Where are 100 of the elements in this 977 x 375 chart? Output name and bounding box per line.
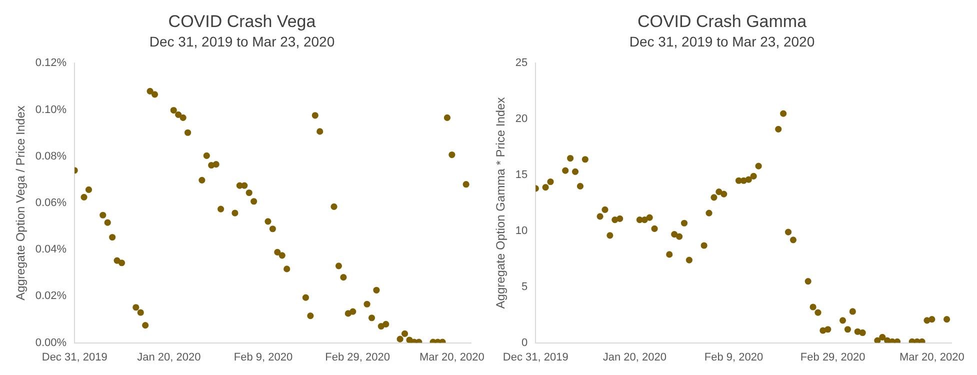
point: [710, 194, 718, 201]
point: [316, 128, 324, 135]
y-tick-label: 0.08%: [35, 150, 67, 162]
point: [824, 326, 832, 333]
point: [671, 231, 678, 238]
y-tick-label: 10: [515, 224, 528, 237]
point: [401, 330, 408, 338]
point: [350, 308, 356, 315]
point: [335, 262, 342, 270]
point: [364, 300, 370, 308]
point: [109, 234, 116, 241]
y-tick-label: 0.04%: [35, 244, 67, 256]
point: [676, 233, 683, 240]
point: [596, 213, 604, 220]
point: [582, 156, 588, 163]
point: [146, 88, 154, 94]
y-tick-label: 0.10%: [35, 104, 67, 116]
point: [542, 184, 549, 191]
chart-subtitle: Dec 31, 2019 to Mar 23, 2020: [149, 34, 335, 50]
point: [706, 210, 712, 216]
point: [602, 206, 608, 214]
point: [85, 186, 92, 194]
point: [170, 106, 177, 114]
point: [212, 161, 220, 168]
point: [274, 248, 281, 256]
y-tick-label: 20: [515, 113, 528, 126]
point: [396, 336, 404, 342]
point: [943, 316, 950, 323]
point: [142, 322, 149, 329]
point: [184, 129, 192, 136]
point: [572, 168, 579, 175]
point: [250, 198, 258, 205]
point: [720, 190, 728, 198]
y-axis-title: Aggregate Option Vega / Price Index: [14, 106, 28, 300]
x-tick-label: Mar 20, 2020: [900, 351, 964, 364]
y-tick-label: 0.02%: [35, 290, 67, 302]
point: [680, 220, 688, 226]
point: [918, 338, 926, 343]
x-tick-label: Feb 9, 2020: [704, 351, 764, 364]
point: [686, 256, 692, 264]
point: [232, 210, 238, 216]
point: [562, 167, 569, 174]
point: [700, 242, 708, 249]
chart-title: COVID Crash Vega: [168, 12, 316, 31]
point: [844, 326, 852, 333]
point: [646, 214, 653, 221]
point: [151, 91, 158, 98]
point: [641, 216, 648, 224]
point: [269, 226, 276, 232]
x-tick-label: Jan 20, 2020: [602, 351, 667, 364]
x-tick-label: Jan 20, 2020: [137, 351, 201, 364]
y-tick-label: 0.00%: [35, 336, 67, 349]
point: [666, 251, 673, 258]
point: [241, 182, 248, 189]
point: [547, 178, 554, 186]
y-tick-label: 25: [515, 57, 528, 70]
point: [804, 278, 812, 285]
point: [928, 316, 936, 323]
point: [80, 194, 88, 200]
point: [368, 314, 376, 322]
chart-subtitle: Dec 31, 2019 to Mar 23, 2020: [629, 34, 815, 50]
point: [839, 317, 846, 324]
point: [755, 162, 762, 170]
point: [775, 126, 782, 132]
point: [716, 188, 722, 196]
point: [330, 203, 338, 210]
y-tick-label: 5: [522, 280, 528, 293]
point: [780, 110, 787, 117]
point: [462, 181, 470, 188]
point: [104, 219, 111, 226]
point: [810, 304, 816, 310]
point: [576, 182, 584, 190]
y-tick-label: 0.06%: [35, 197, 67, 210]
point: [859, 329, 866, 336]
point: [137, 309, 144, 316]
point: [814, 309, 822, 316]
point: [340, 274, 347, 281]
y-tick-label: 0.12%: [35, 57, 67, 70]
x-tick-label: Feb 29, 2020: [325, 351, 390, 364]
point: [198, 176, 206, 184]
point: [745, 176, 752, 183]
point: [203, 152, 210, 159]
point: [790, 236, 797, 244]
y-tick-label: 15: [515, 169, 528, 182]
point: [567, 154, 574, 162]
x-tick-label: Feb 9, 2020: [234, 351, 293, 364]
point: [100, 212, 106, 218]
point: [218, 206, 224, 212]
point: [284, 266, 290, 272]
point: [879, 334, 886, 341]
point: [444, 114, 451, 122]
chart-title: COVID Crash Gamma: [637, 12, 808, 31]
y-tick-label: 0: [522, 336, 528, 349]
x-tick-label: Feb 29, 2020: [800, 351, 866, 364]
point: [651, 225, 658, 232]
point: [264, 218, 272, 225]
y-axis-title: Aggregate Option Gamma * Price Index: [494, 97, 508, 309]
x-tick-label: Dec 31, 2019: [502, 351, 568, 364]
point: [246, 189, 252, 196]
point: [874, 337, 881, 343]
